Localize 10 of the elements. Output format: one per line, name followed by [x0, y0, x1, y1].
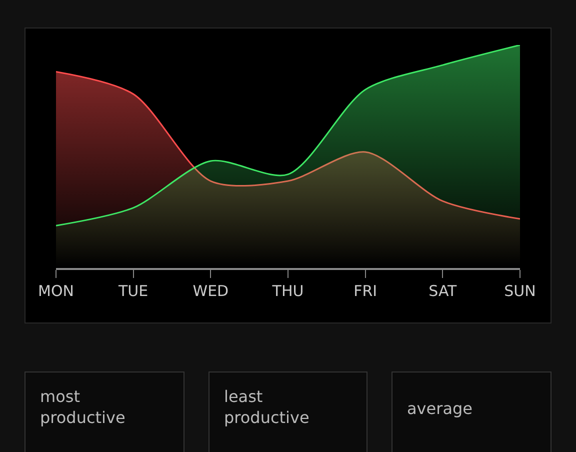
- x-tick-label: TUE: [118, 282, 148, 300]
- x-tick-label: MON: [38, 282, 74, 300]
- x-tick-label: FRI: [354, 282, 378, 300]
- x-tick-label: SAT: [428, 282, 458, 300]
- text: most productive: [40, 387, 126, 427]
- x-tick-label: WED: [192, 282, 229, 300]
- x-tick-label: SUN: [504, 282, 536, 300]
- text: average: [407, 399, 472, 418]
- x-tick-label: THU: [271, 282, 304, 300]
- text: least productive: [224, 387, 310, 427]
